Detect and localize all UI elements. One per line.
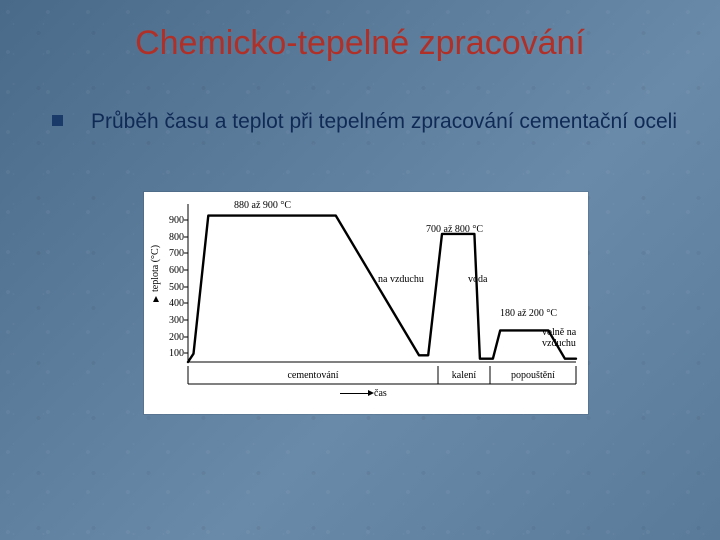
- slide-title: Chemicko-tepelné zpracování: [0, 24, 720, 63]
- bullet-square-icon: [52, 115, 63, 126]
- chart-svg: [144, 192, 588, 414]
- bullet-item: Průběh času a teplot při tepelném zpraco…: [52, 108, 680, 136]
- heat-treatment-chart: 100 200 300 400 500 600 700 800 900 tepl…: [144, 192, 588, 414]
- bullet-text: Průběh času a teplot při tepelném zpraco…: [91, 108, 677, 136]
